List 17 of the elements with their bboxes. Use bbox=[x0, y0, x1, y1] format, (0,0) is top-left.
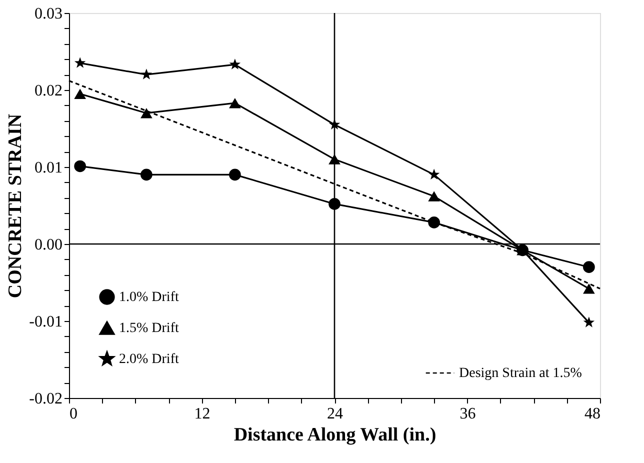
y-tick-label: 0.01 bbox=[34, 160, 62, 176]
y-tick-label: 0.03 bbox=[34, 6, 62, 22]
x-tick-label: 36 bbox=[460, 406, 476, 422]
y-tick-label: 0.00 bbox=[34, 236, 62, 254]
x-axis-title: Distance Along Wall (in.) bbox=[234, 424, 436, 446]
y-tick-label: 0.02 bbox=[34, 82, 62, 100]
x-tick-label: 12 bbox=[194, 406, 210, 422]
y-axis-title: CONCRETE STRAIN bbox=[5, 114, 26, 298]
legend-label: 1.5% Drift bbox=[119, 321, 179, 336]
y-tick-label: -0.02 bbox=[29, 390, 62, 408]
legend-label: Design Strain at 1.5% bbox=[459, 366, 582, 381]
y-tick-label: -0.01 bbox=[29, 314, 62, 330]
x-tick-label: 24 bbox=[327, 406, 343, 422]
x-tick-label: 48 bbox=[584, 406, 600, 422]
x-tick-label: 0 bbox=[70, 406, 78, 422]
legend-label: 2.0% Drift bbox=[119, 352, 179, 367]
legend-label: 1.0% Drift bbox=[119, 290, 179, 305]
